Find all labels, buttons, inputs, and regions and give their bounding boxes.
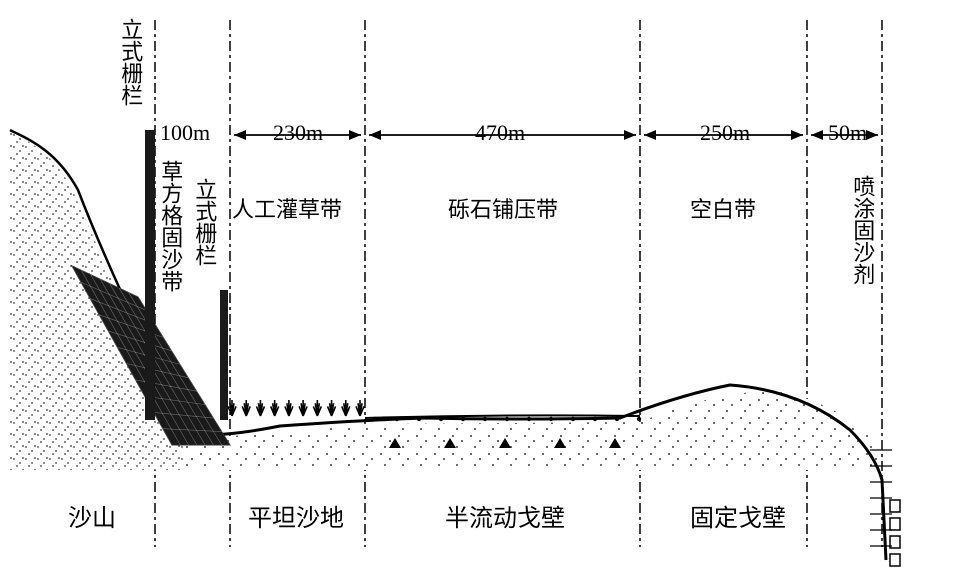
- cross-section-diagram: 立式栅栏 草方格固沙带 立式栅栏 人工灌草带 砾石铺压带 空白带 喷涂固沙剂 1…: [0, 0, 956, 577]
- distance-230m: 230m: [273, 120, 323, 146]
- diagram-svg: [0, 0, 956, 577]
- label-vertical-fence-1: 立式栅栏: [118, 18, 142, 106]
- distance-470m: 470m: [475, 120, 525, 146]
- label-vertical-fence-2: 立式栅栏: [192, 178, 216, 266]
- terrain-semi-mobile-gobi: 半流动戈壁: [445, 498, 565, 533]
- label-gravel-band: 砾石铺压带: [448, 192, 558, 224]
- distance-50m: 50m: [828, 120, 867, 146]
- label-artificial-grass-band: 人工灌草带: [232, 192, 342, 224]
- distance-100m: 100m: [160, 120, 210, 146]
- terrain-sand-mountain: 沙山: [68, 498, 116, 533]
- label-blank-band: 空白带: [690, 192, 756, 224]
- label-spray-fixative: 喷涂固沙剂: [850, 175, 874, 285]
- distance-250m: 250m: [700, 120, 750, 146]
- label-grass-grid-band: 草方格固沙带: [158, 160, 182, 292]
- terrain-flat-sand: 平坦沙地: [248, 498, 344, 533]
- terrain-fixed-gobi: 固定戈壁: [690, 498, 786, 533]
